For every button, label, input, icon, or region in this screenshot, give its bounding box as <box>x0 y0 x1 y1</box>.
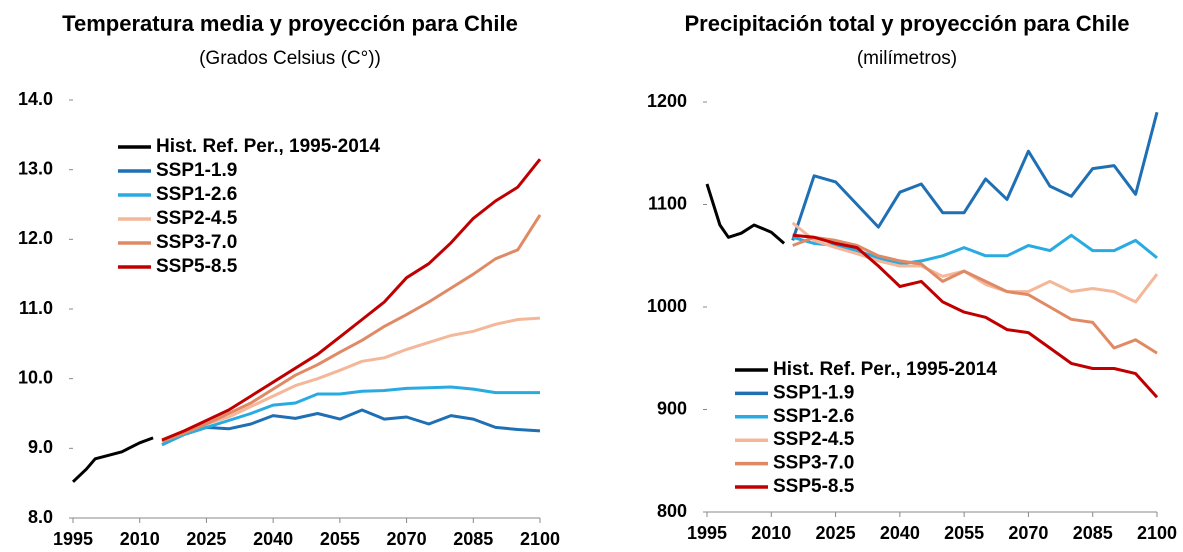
x-tick-label: 2100 <box>1137 523 1177 543</box>
legend-label: SSP1-1.9 <box>156 160 237 181</box>
y-tick-label: 1000 <box>647 296 687 316</box>
series-line <box>71 436 154 483</box>
series-line <box>161 158 542 442</box>
y-tick-label: 8.0 <box>28 507 53 527</box>
y-tick-label: 13.0 <box>18 158 53 178</box>
x-tick-label: 2070 <box>387 529 427 549</box>
x-tick-label: 2055 <box>320 529 360 549</box>
x-tick-label: 2025 <box>186 529 226 549</box>
chart-subtitle: (Grados Celsius (C°)) <box>199 48 381 69</box>
x-tick-label: 2085 <box>453 529 493 549</box>
legend-label: SSP1-2.6 <box>773 406 854 427</box>
legend-label: SSP2-4.5 <box>156 208 238 229</box>
y-tick-label: 800 <box>657 501 687 521</box>
chart-subtitle: (milímetros) <box>857 48 957 69</box>
x-tick-label: 2010 <box>120 529 160 549</box>
series-line <box>791 221 1159 304</box>
legend-label: SSP1-1.9 <box>773 382 854 403</box>
series-line <box>792 233 1159 399</box>
series-line <box>161 214 542 443</box>
y-tick-label: 1100 <box>648 193 687 213</box>
y-tick-label: 10.0 <box>18 367 53 387</box>
y-tick-label: 9.0 <box>28 437 53 457</box>
legend-label: Hist. Ref. Per., 1995-2014 <box>156 136 380 157</box>
x-tick-label: 2085 <box>1073 523 1113 543</box>
legend-label: SSP3-7.0 <box>156 232 237 253</box>
x-tick-label: 2025 <box>816 523 856 543</box>
legend-label: SSP2-4.5 <box>773 429 855 450</box>
chart-title: Precipitación total y proyección para Ch… <box>684 11 1129 36</box>
chart-title: Temperatura media y proyección para Chil… <box>62 11 518 36</box>
y-tick-label: 14.0 <box>18 89 53 109</box>
legend-label: Hist. Ref. Per., 1995-2014 <box>773 359 997 380</box>
x-tick-label: 2040 <box>880 523 920 543</box>
x-tick-label: 1995 <box>53 529 93 549</box>
x-tick-label: 1995 <box>687 523 727 543</box>
legend-label: SSP5-8.5 <box>773 476 855 497</box>
series-line <box>705 183 786 245</box>
x-tick-label: 2055 <box>944 523 984 543</box>
series-line <box>161 408 541 447</box>
x-tick-label: 2040 <box>253 529 293 549</box>
series-line <box>791 111 1159 241</box>
x-tick-label: 2100 <box>520 529 560 549</box>
y-tick-label: 1200 <box>647 91 687 111</box>
legend-label: SSP3-7.0 <box>773 453 854 474</box>
series-line <box>792 235 1158 355</box>
legend-label: SSP1-2.6 <box>156 184 237 205</box>
x-tick-label: 2070 <box>1008 523 1048 543</box>
y-tick-label: 900 <box>657 398 687 418</box>
series-line <box>161 385 540 447</box>
series-line <box>792 233 1158 266</box>
series-line <box>161 316 541 443</box>
y-tick-label: 11.0 <box>19 298 53 318</box>
x-tick-label: 2010 <box>751 523 791 543</box>
legend-label: SSP5-8.5 <box>156 256 238 277</box>
y-tick-label: 12.0 <box>18 228 53 248</box>
